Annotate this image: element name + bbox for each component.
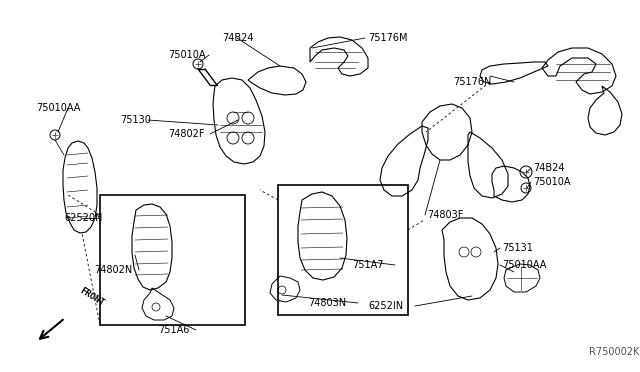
- Text: 74B24: 74B24: [533, 163, 564, 173]
- Text: 75010AA: 75010AA: [502, 260, 547, 270]
- Text: 751A7: 751A7: [352, 260, 383, 270]
- Text: 75176N: 75176N: [453, 77, 492, 87]
- Text: 75010A: 75010A: [168, 50, 205, 60]
- Text: 75131: 75131: [502, 243, 533, 253]
- Text: 74803N: 74803N: [308, 298, 346, 308]
- Text: 6252IN: 6252IN: [368, 301, 403, 311]
- Text: 751A6: 751A6: [158, 325, 189, 335]
- Text: 75010AA: 75010AA: [36, 103, 81, 113]
- Text: 62520N: 62520N: [64, 213, 102, 223]
- Text: 74802N: 74802N: [94, 265, 132, 275]
- Bar: [278, 185, 408, 315]
- Text: 75010A: 75010A: [533, 177, 570, 187]
- Bar: [100, 195, 245, 325]
- Text: 74B24: 74B24: [222, 33, 253, 43]
- Text: FRONT: FRONT: [78, 286, 106, 308]
- Text: 75130: 75130: [120, 115, 151, 125]
- Text: 74802F: 74802F: [168, 129, 205, 139]
- Text: 74803F: 74803F: [427, 210, 463, 220]
- Text: R750002K: R750002K: [589, 347, 639, 357]
- Text: 75176M: 75176M: [368, 33, 408, 43]
